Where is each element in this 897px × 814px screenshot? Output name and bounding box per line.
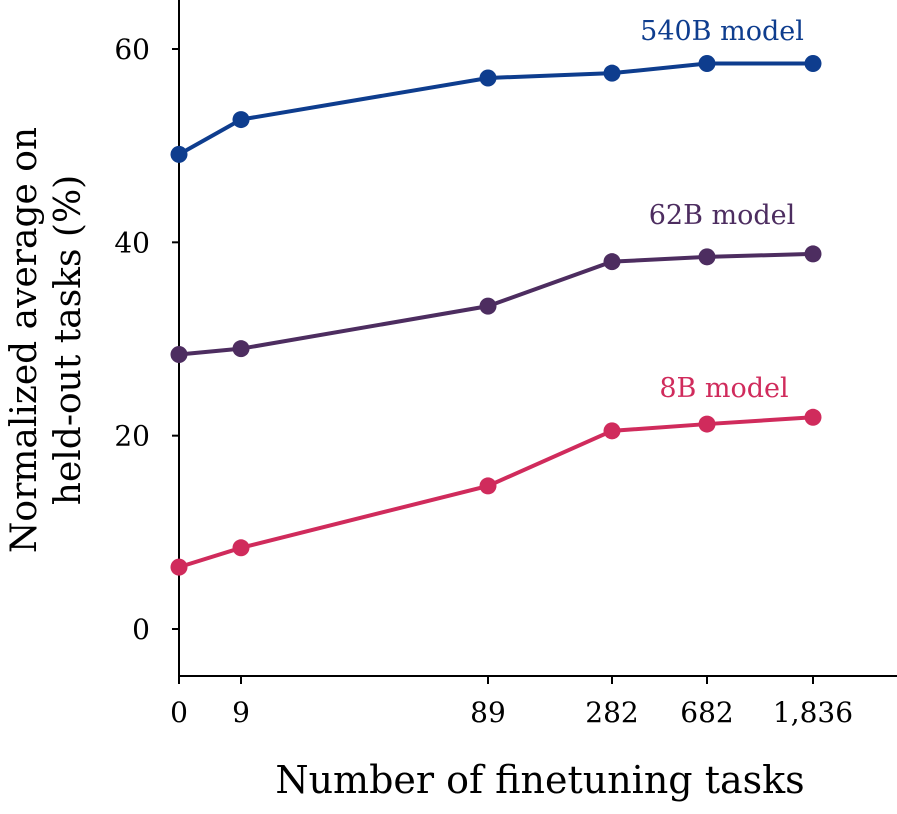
x-tick-label: 89 [470, 696, 506, 729]
x-tick-label: 282 [585, 696, 638, 729]
x-tick-label: 682 [680, 696, 733, 729]
data-point [479, 69, 497, 87]
data-point [603, 422, 621, 440]
series-line [178, 415, 814, 570]
data-point [232, 111, 250, 129]
series-0: 540B model [170, 16, 822, 163]
y-tick-label: 20 [114, 420, 150, 453]
data-point [698, 55, 716, 72]
series-line [178, 251, 814, 357]
x-tick-label: 1,836 [773, 696, 853, 729]
series-line [178, 61, 813, 157]
x-tick-label: 0 [170, 696, 188, 729]
data-point [232, 340, 250, 358]
series-2: 8B model [170, 373, 822, 576]
x-tick-label: 9 [232, 696, 250, 729]
series-label: 8B model [659, 373, 788, 404]
series-label: 540B model [640, 16, 804, 47]
series-1: 62B model [170, 200, 822, 363]
data-point [479, 477, 497, 495]
data-point [170, 345, 188, 363]
y-tick-label: 0 [132, 613, 150, 646]
data-point [170, 145, 188, 163]
x-axis-label: Number of finetuning tasks [275, 758, 804, 802]
data-point [603, 253, 621, 271]
data-point [232, 539, 250, 557]
data-point [603, 64, 621, 82]
data-point [804, 408, 822, 426]
y-axis-label-line-2: held-out tasks (%) [48, 175, 89, 505]
data-point [698, 415, 716, 433]
y-tick-label: 40 [114, 226, 150, 259]
y-axis-label-line-1: Normalized average on [4, 127, 45, 553]
series-label: 62B model [649, 200, 796, 231]
data-point [804, 245, 822, 263]
data-point [804, 55, 822, 72]
data-point [698, 248, 716, 266]
data-point [479, 297, 497, 315]
y-tick-label: 60 [114, 33, 150, 66]
data-point [170, 558, 188, 576]
